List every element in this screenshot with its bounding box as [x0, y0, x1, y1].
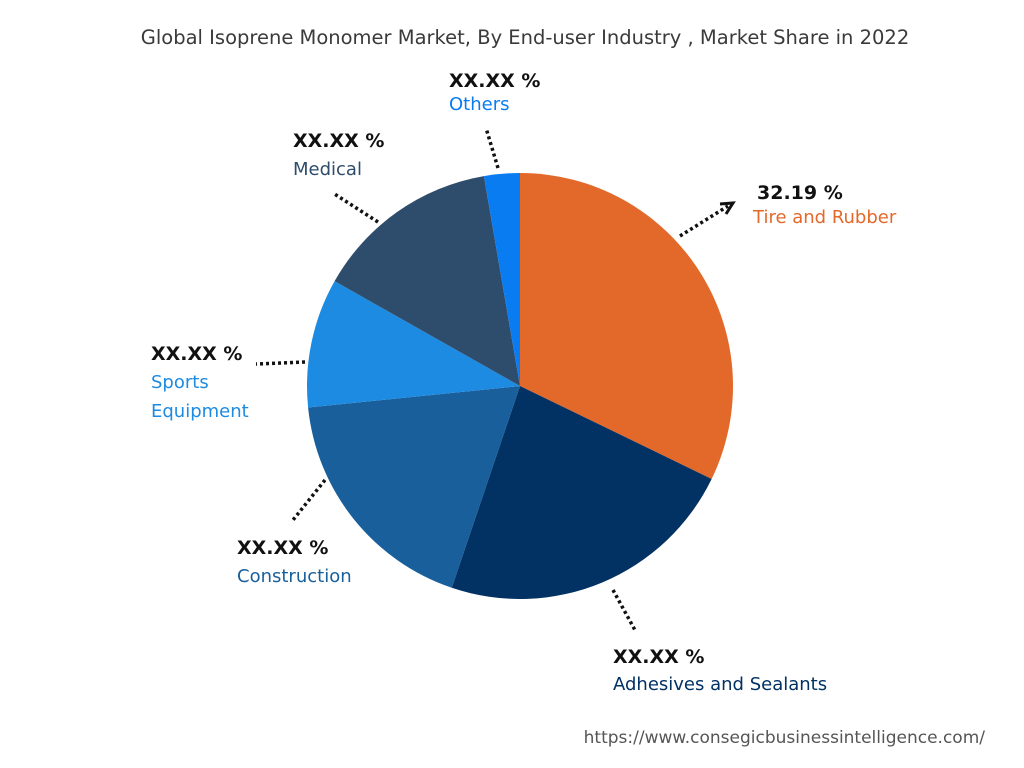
category-label: Sports [151, 372, 209, 393]
pie-slice-construction [308, 386, 520, 588]
pie-slice-adhesives-and-sealants [451, 386, 712, 599]
pie-slice-others [483, 173, 520, 386]
category-label: Equipment [151, 401, 249, 422]
source-url[interactable]: https://www.consegicbusinessintelligence… [584, 728, 986, 748]
pie-slice-sports-equipment [307, 281, 520, 408]
data-label: XX.XX % [151, 343, 242, 365]
category-label: Medical [293, 159, 362, 180]
data-label: XX.XX % [293, 130, 384, 152]
category-label: Construction [237, 566, 352, 587]
data-label: 32.19 % [757, 182, 843, 204]
leader-line [332, 191, 379, 224]
data-label: XX.XX % [449, 70, 540, 92]
leader-line [255, 360, 306, 366]
pie-slice-medical [334, 176, 520, 386]
leader-line [679, 204, 729, 238]
category-label: Tire and Rubber [752, 207, 897, 228]
category-label: Adhesives and Sealants [613, 674, 827, 695]
arrow-head-icon [719, 201, 736, 215]
data-label: XX.XX % [237, 537, 328, 559]
data-label: XX.XX % [613, 646, 704, 668]
leader-line [291, 478, 327, 522]
leader-line [484, 127, 500, 169]
leader-line [611, 589, 638, 633]
pie-slice-tire-and-rubber [520, 173, 733, 479]
chart-title: Global Isoprene Monomer Market, By End-u… [141, 26, 910, 49]
category-label: Others [449, 94, 510, 115]
